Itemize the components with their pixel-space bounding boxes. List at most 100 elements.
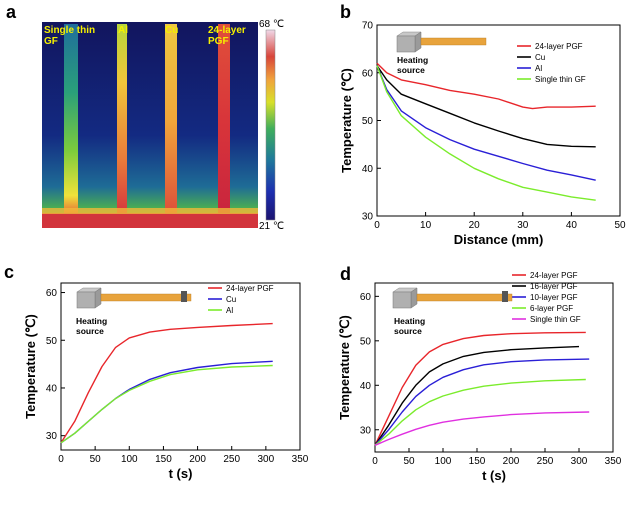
y-tick-label: 30	[46, 431, 58, 442]
x-tick-label: 20	[469, 220, 481, 231]
panel-label-a: a	[6, 2, 17, 22]
y-tick-label: 30	[362, 212, 374, 223]
legend-label: 24-layer PGF	[226, 284, 274, 293]
x-tick-label: 250	[537, 456, 554, 467]
legend-label: Al	[226, 306, 233, 315]
thermal-strip-al	[117, 24, 127, 219]
colorbar-max-label: 68 ℃	[259, 19, 284, 30]
x-tick-label: 0	[372, 456, 378, 467]
x-tick-label: 200	[503, 456, 520, 467]
series-line	[374, 345, 580, 446]
colorbar	[265, 29, 276, 221]
thermal-strip-24-layer-pgf	[218, 24, 230, 219]
legend-label: Single thin GF	[530, 315, 581, 324]
series-line	[60, 322, 273, 444]
series-line	[374, 411, 590, 446]
x-tick-label: 50	[614, 220, 626, 231]
x-tick-label: 100	[121, 454, 138, 465]
y-tick-label: 50	[46, 336, 58, 347]
x-axis-label: Distance (mm)	[454, 232, 544, 247]
series-line	[374, 331, 586, 446]
x-tick-label: 40	[566, 220, 578, 231]
heater-illustration	[76, 287, 192, 309]
y-tick-label: 60	[362, 68, 374, 79]
x-tick-label: 10	[420, 220, 432, 231]
plot-frame	[376, 24, 621, 217]
thermal-strip-cu	[165, 24, 177, 219]
legend-label: Cu	[535, 53, 545, 62]
panel-label-d: d	[340, 264, 351, 284]
series-line	[374, 358, 590, 446]
heater-illustration	[392, 287, 513, 309]
legend-label: Al	[535, 64, 542, 73]
chart-d: 0 50 100 150 200 250 300 350 30 40 50 60 t (s) Temper…	[337, 271, 622, 483]
chart-c: 0 50 100 150 200 250 300 350 30 40 50 60 t (s) Temper…	[23, 282, 309, 481]
legend-label: 24-layer PGF	[530, 271, 578, 280]
plot-frame	[374, 282, 614, 453]
x-tick-label: 250	[223, 454, 240, 465]
chart-b: 0 10 20 30 40 50 30 40 50 60 70 Distance (mm) Temper…	[339, 21, 626, 248]
y-axis-label: Temperature (℃)	[23, 314, 38, 419]
y-tick-label: 70	[362, 21, 374, 32]
plot-frame	[60, 282, 301, 451]
series-line	[60, 364, 273, 444]
y-tick-label: 30	[360, 425, 372, 436]
sample-strip	[100, 293, 192, 302]
legend-label: 16-layer PGF	[530, 282, 578, 291]
thermal-strip-single-thin-gf	[64, 24, 78, 219]
panel-label-b: b	[340, 2, 351, 22]
series-line	[376, 65, 596, 201]
series-line	[376, 65, 596, 181]
sample-strip	[420, 37, 487, 46]
heating-source-label: Heating source	[76, 316, 107, 336]
thermocouple-icon	[502, 291, 508, 302]
series-line	[376, 65, 596, 148]
x-tick-label: 0	[374, 220, 380, 231]
x-axis-label: t (s)	[169, 466, 193, 481]
legend-label: Single thin GF	[535, 75, 586, 84]
y-tick-label: 50	[360, 336, 372, 347]
x-tick-label: 100	[435, 456, 452, 467]
y-axis-label: Temperature (℃)	[339, 68, 354, 173]
panel-a: a Single thin GF Al Cu 24-layer PGF 68 ℃ 21 ℃	[6, 2, 284, 232]
x-tick-label: 300	[571, 456, 588, 467]
x-axis-label: t (s)	[482, 468, 506, 483]
heating-source-label: Heating source	[394, 316, 425, 336]
x-tick-label: 150	[155, 454, 172, 465]
series-line	[376, 62, 596, 110]
series-line	[374, 378, 586, 446]
strip-labels: Single thin GF Al Cu 24-layer PGF	[44, 25, 246, 47]
series-line	[60, 360, 273, 444]
x-tick-label: 300	[258, 454, 275, 465]
x-tick-label: 350	[605, 456, 622, 467]
panel-label-c: c	[4, 262, 14, 282]
legend-label: 10-layer PGF	[530, 293, 578, 302]
x-tick-label: 30	[517, 220, 529, 231]
legend-label: 6-layer PGF	[530, 304, 573, 313]
strip-label: 24-layer PGF	[208, 25, 246, 47]
y-tick-label: 60	[46, 288, 58, 299]
legend-label: 24-layer PGF	[535, 42, 583, 51]
strip-label: Cu	[165, 25, 178, 36]
x-tick-label: 50	[403, 456, 415, 467]
heating-source-label: Heating source	[397, 55, 428, 75]
x-tick-label: 50	[90, 454, 102, 465]
y-tick-label: 40	[360, 381, 372, 392]
heater-illustration	[396, 31, 487, 53]
x-tick-label: 200	[189, 454, 206, 465]
thermal-image	[42, 22, 258, 228]
heater-block-front	[392, 291, 412, 309]
heater-block-front	[396, 35, 416, 53]
y-tick-label: 40	[46, 383, 58, 394]
thermocouple-icon	[181, 291, 187, 302]
y-tick-label: 60	[360, 292, 372, 303]
thermal-heating-base	[42, 213, 258, 228]
sample-strip	[416, 293, 513, 302]
heater-block-front	[76, 291, 96, 309]
x-tick-label: 150	[469, 456, 486, 467]
x-tick-label: 0	[58, 454, 64, 465]
strip-label: Single thin GF	[44, 25, 95, 47]
strip-label: Al	[118, 25, 128, 36]
y-tick-label: 40	[362, 164, 374, 175]
